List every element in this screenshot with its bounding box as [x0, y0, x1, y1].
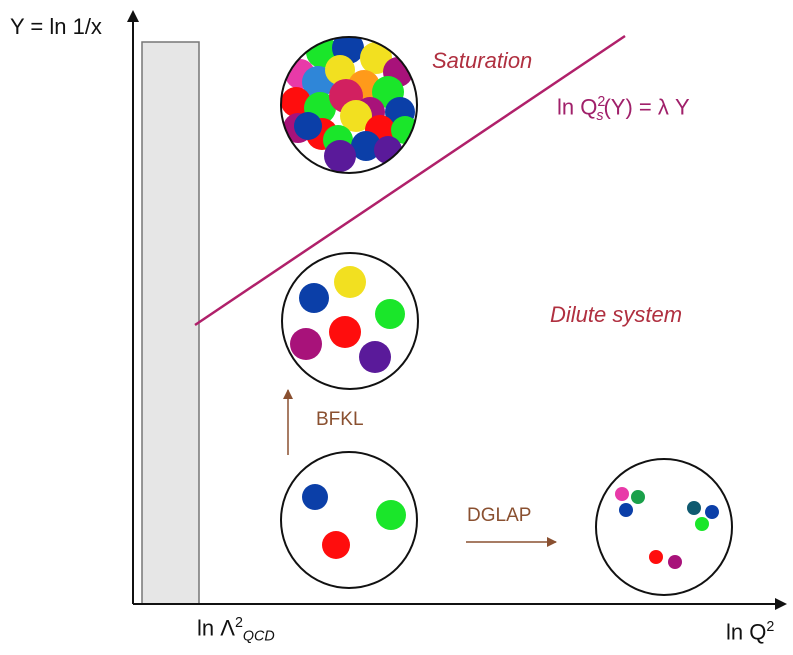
lambda-qcd-label-sub: QCD: [242, 628, 275, 645]
saturation-label: Saturation: [432, 48, 533, 73]
gluon: [668, 555, 682, 569]
gluon: [695, 517, 709, 531]
gluon: [351, 131, 381, 161]
x-axis-label: ln Q2: [726, 620, 774, 643]
saturation-formula-suffix: (Y) = λ Y: [603, 94, 690, 120]
gluon: [360, 42, 392, 74]
lambda-qcd-label: ln Λ2QCD: [197, 616, 275, 644]
gluon: [631, 490, 645, 504]
gluon: [302, 484, 328, 510]
saturation-formula-sub: s: [596, 107, 604, 124]
gluon: [324, 140, 356, 172]
gluon: [375, 299, 405, 329]
lambda-qcd-label-text: ln Λ: [197, 615, 235, 641]
x-axis-label-sup: 2: [766, 619, 775, 635]
saturation-line: [194, 34, 626, 327]
gluon: [325, 55, 355, 85]
x-axis-label-text: ln Q: [726, 619, 767, 645]
dglap-label: DGLAP: [467, 505, 532, 526]
hadron-dilute: [281, 252, 419, 390]
gluon: [649, 550, 663, 564]
gluon: [359, 341, 391, 373]
gluon: [294, 112, 322, 140]
gluon: [334, 266, 366, 298]
gluon: [340, 100, 372, 132]
gluon: [281, 87, 311, 117]
gluon: [376, 500, 406, 530]
gluon: [329, 316, 361, 348]
saturation-formula-label: ln Q2s(Y) = λ Y: [557, 95, 690, 123]
gluon: [705, 505, 719, 519]
hadron-initial: [280, 451, 418, 589]
gluon: [687, 501, 701, 515]
saturation-formula-prefix: ln Q: [557, 94, 598, 120]
y-axis-label: Y = ln 1/x: [10, 14, 102, 39]
gluon: [290, 328, 322, 360]
gluon: [619, 503, 633, 517]
gluon: [322, 531, 350, 559]
lambda-qcd-label-sup: 2: [234, 615, 243, 631]
dilute-system-label: Dilute system: [550, 302, 683, 327]
hadron-saturated: [280, 36, 418, 174]
gluon: [299, 283, 329, 313]
non-perturbative-band: [141, 41, 200, 605]
gluon: [615, 487, 629, 501]
saturation-formula-sup: 2: [597, 94, 606, 110]
hadron-dglap: [595, 458, 733, 596]
bfkl-label: BFKL: [316, 409, 364, 430]
